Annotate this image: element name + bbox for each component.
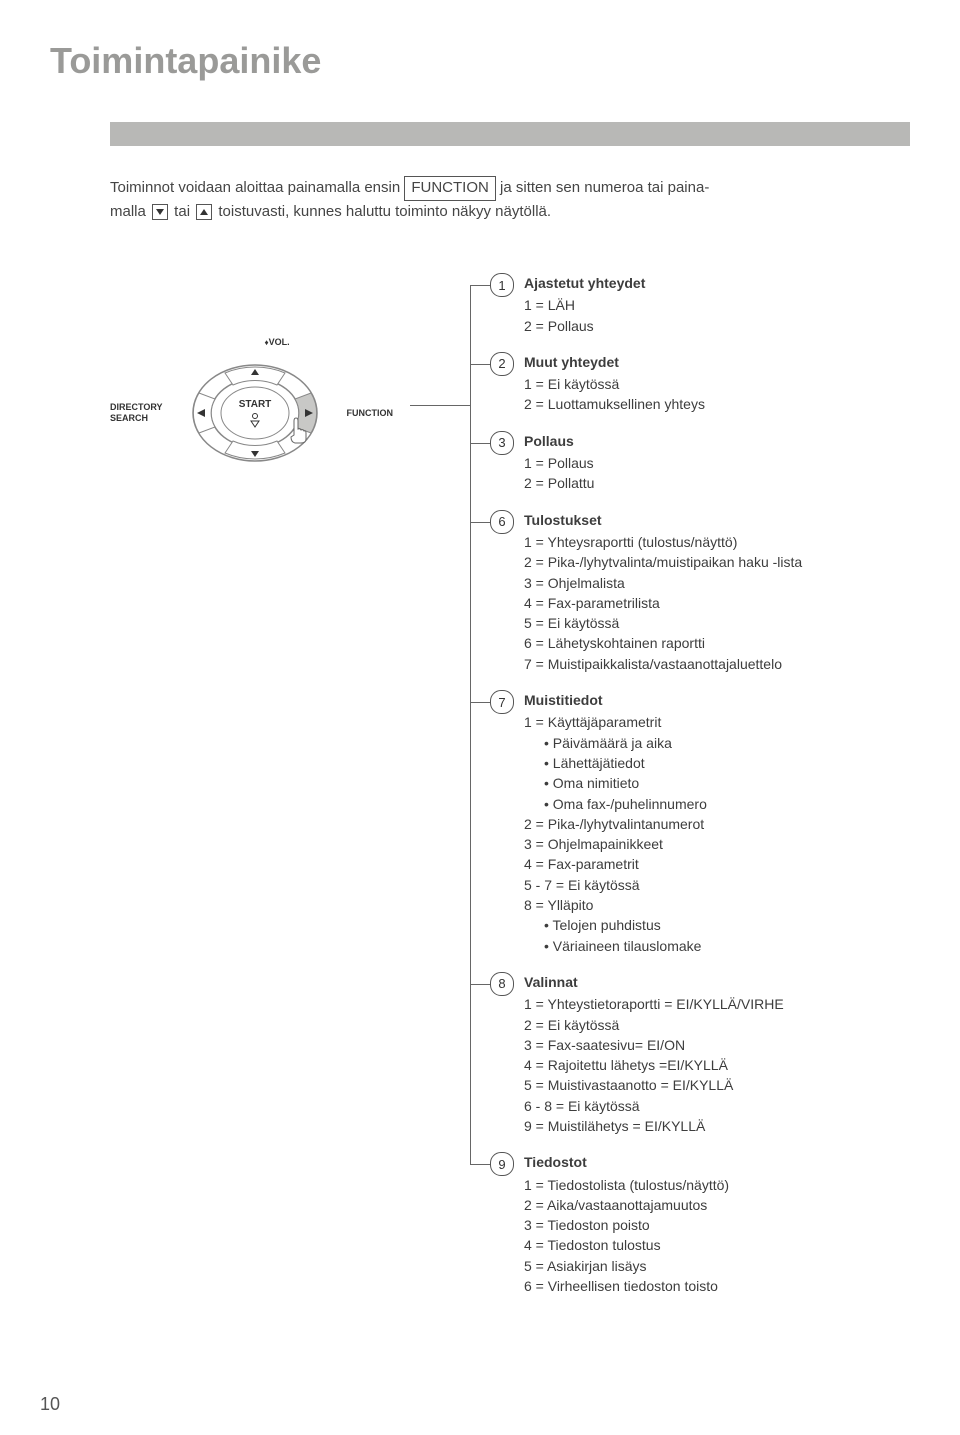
menu-item: 2 = Pika-/lyhytvalinta/muistipaikan haku…: [524, 552, 802, 572]
menu-item: 2 = Pollattu: [524, 473, 594, 493]
menu-text: Tiedostot 1 = Tiedostolista (tulostus/näy…: [524, 1152, 729, 1296]
menu-item: 1 = Yhteystietoraportti = EI/KYLLÄ/VIRHE: [524, 994, 784, 1014]
svg-text:START: START: [238, 399, 271, 410]
submenu-list: • Päivämäärä ja aika• Lähettäjätiedot• O…: [544, 733, 707, 814]
tree-vconnector: [470, 285, 471, 1164]
menu-text: Tulostukset1 = Yhteysraportti (tulostus/…: [524, 510, 802, 674]
tree-hconnector: [410, 405, 470, 406]
menu-item: 8 = Ylläpito: [524, 895, 707, 915]
intro-text: Toiminnot voidaan aloittaa painamalla en…: [110, 176, 870, 223]
menu-item: 2 = Aika/vastaanottajamuutos: [524, 1195, 729, 1215]
branch-connector: [470, 984, 490, 985]
submenu-item: • Päivämäärä ja aika: [544, 733, 707, 753]
menu-item: 3 = Fax-saatesivu= EI/ON: [524, 1035, 784, 1055]
menu-branch: 3 Pollaus1 = Pollaus2 = Pollattu: [490, 431, 910, 494]
menu-item: 4 = Tiedoston tulostus: [524, 1235, 729, 1255]
menu-number-badge: 6: [490, 510, 514, 534]
control-wheel-icon: START: [175, 353, 335, 473]
down-arrow-icon: [152, 204, 168, 220]
menu-item: 2 = Pollaus: [524, 316, 645, 336]
page-title: Toimintapainike: [50, 40, 910, 82]
branch-connector: [470, 1164, 490, 1165]
menu-branch: 7 Muistitiedot1 = Käyttäjäparametrit• Päi…: [490, 690, 910, 956]
menu-item: 1 = Käyttäjäparametrit: [524, 712, 707, 732]
menu-item: 1 = Tiedostolista (tulostus/näyttö): [524, 1175, 729, 1195]
menu-item: 1 = Yhteysraportti (tulostus/näyttö): [524, 532, 802, 552]
menu-title: Valinnat: [524, 972, 784, 992]
menu-title: Tulostukset: [524, 510, 802, 530]
branch-connector: [470, 522, 490, 523]
menu-title: Pollaus: [524, 431, 594, 451]
menu-number-badge: 9: [490, 1152, 514, 1176]
menu-text: Ajastetut yhteydet1 = LÄH2 = Pollaus: [524, 273, 645, 336]
controller-diagram: DIRECTORYSEARCH ♦VOL.: [110, 353, 410, 473]
submenu-item: • Oma fax-/puhelinnumero: [544, 794, 707, 814]
menu-item: 4 = Fax-parametrilista: [524, 593, 802, 613]
menu-item: 6 - 8 = Ei käytössä: [524, 1096, 784, 1116]
branch-connector: [470, 443, 490, 444]
menu-item: 5 = Muistivastaanotto = EI/KYLLÄ: [524, 1075, 784, 1095]
menu-title: Muut yhteydet: [524, 352, 705, 372]
menu-text: Valinnat1 = Yhteystietoraportti = EI/KYL…: [524, 972, 784, 1136]
menu-number-badge: 8: [490, 972, 514, 996]
page-number: 10: [40, 1394, 60, 1415]
menu-text: Muistitiedot1 = Käyttäjäparametrit• Päiv…: [524, 690, 707, 956]
submenu-item: • Lähettäjätiedot: [544, 753, 707, 773]
menu-item: 6 = Virheellisen tiedoston toisto: [524, 1276, 729, 1296]
menu-item: 5 - 7 = Ei käytössä: [524, 875, 707, 895]
menu-item: 1 = Ei käytössä: [524, 374, 705, 394]
submenu-item: • Väriaineen tilauslomake: [544, 936, 707, 956]
menu-title: Muistitiedot: [524, 690, 707, 710]
branch-connector: [470, 285, 490, 286]
function-key-box: FUNCTION: [404, 176, 496, 201]
menu-item: 1 = Pollaus: [524, 453, 594, 473]
menu-number-badge: 3: [490, 431, 514, 455]
submenu-list: • Telojen puhdistus• Väriaineen tilauslo…: [544, 915, 707, 956]
menu-number-badge: 1: [490, 273, 514, 297]
menu-branch: 9 Tiedostot 1 = Tiedostolista (tulostus/nä…: [490, 1152, 910, 1296]
vol-label: ♦VOL.: [265, 337, 290, 347]
section-bar: [110, 122, 910, 146]
directory-search-label: DIRECTORYSEARCH: [110, 402, 163, 424]
branch-connector: [470, 364, 490, 365]
menu-item: 6 = Lähetyskohtainen raportti: [524, 633, 802, 653]
menu-branch: 2 Muut yhteydet1 = Ei käytössä2 = Luottam…: [490, 352, 910, 415]
menu-item: 3 = Ohjelmalista: [524, 573, 802, 593]
menu-number-badge: 2: [490, 352, 514, 376]
menu-branch: 8 Valinnat1 = Yhteystietoraportti = EI/KY…: [490, 972, 910, 1136]
menu-item: 1 = LÄH: [524, 295, 645, 315]
menu-item: 5 = Asiakirjan lisäys: [524, 1256, 729, 1276]
menu-item: 3 = Ohjelmapainikkeet: [524, 834, 707, 854]
menu-tree: 1 Ajastetut yhteydet1 = LÄH2 = Pollaus 2 Mu…: [410, 273, 910, 1312]
menu-branch: 1 Ajastetut yhteydet1 = LÄH2 = Pollaus: [490, 273, 910, 336]
menu-title: Ajastetut yhteydet: [524, 273, 645, 293]
menu-item: 2 = Ei käytössä: [524, 1015, 784, 1035]
branch-connector: [470, 702, 490, 703]
up-arrow-icon: [196, 204, 212, 220]
submenu-item: • Oma nimitieto: [544, 773, 707, 793]
menu-item: 9 = Muistilähetys = EI/KYLLÄ: [524, 1116, 784, 1136]
menu-item: 5 = Ei käytössä: [524, 613, 802, 633]
submenu-item: • Telojen puhdistus: [544, 915, 707, 935]
function-label: FUNCTION: [347, 408, 394, 418]
menu-branch: 6 Tulostukset1 = Yhteysraportti (tulostus…: [490, 510, 910, 674]
menu-text: Muut yhteydet1 = Ei käytössä2 = Luottamu…: [524, 352, 705, 415]
menu-item: 2 = Luottamuksellinen yhteys: [524, 394, 705, 414]
menu-number-badge: 7: [490, 690, 514, 714]
menu-item: 4 = Rajoitettu lähetys =EI/KYLLÄ: [524, 1055, 784, 1075]
menu-item: 4 = Fax-parametrit: [524, 854, 707, 874]
menu-text: Pollaus1 = Pollaus2 = Pollattu: [524, 431, 594, 494]
menu-title: Tiedostot: [524, 1152, 729, 1172]
menu-item: 3 = Tiedoston poisto: [524, 1215, 729, 1235]
menu-item: 2 = Pika-/lyhytvalintanumerot: [524, 814, 707, 834]
menu-item: 7 = Muistipaikkalista/vastaanottajaluett…: [524, 654, 802, 674]
